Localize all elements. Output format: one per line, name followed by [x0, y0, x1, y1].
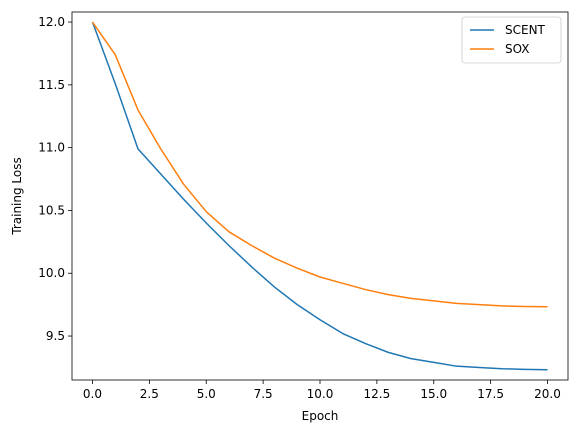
x-tick-label: 7.5: [254, 387, 273, 401]
x-tick-label: 0.0: [83, 387, 102, 401]
x-tick-label: 12.5: [364, 387, 391, 401]
y-axis-label: Training Loss: [10, 157, 24, 235]
x-tick-label: 20.0: [534, 387, 561, 401]
series-line-scent: [91, 21, 548, 371]
legend-box: [461, 16, 562, 64]
series-layer: [91, 21, 548, 371]
legend-label-scent: SCENT: [505, 23, 546, 37]
y-tick-label: 11.0: [38, 141, 65, 155]
y-tick-label: 10.0: [38, 266, 65, 280]
x-tick-label: 2.5: [140, 387, 159, 401]
x-axis-label: Epoch: [302, 409, 339, 423]
y-tick-label: 10.5: [38, 203, 65, 217]
x-ticks: 0.0 2.5 5.0 7.5 10.0 12.5 15.0 17.5 20.0: [83, 380, 561, 401]
x-tick-label: 5.0: [197, 387, 216, 401]
legend: SCENT SOX: [461, 16, 562, 64]
x-tick-label: 17.5: [477, 387, 504, 401]
plot-background: [72, 12, 568, 380]
y-tick-label: 9.5: [46, 329, 65, 343]
y-tick-label: 11.5: [38, 78, 65, 92]
y-tick-label: 12.0: [38, 15, 65, 29]
legend-label-sox: SOX: [505, 42, 530, 56]
series-line-sox: [91, 21, 548, 308]
x-tick-label: 15.0: [420, 387, 447, 401]
x-tick-label: 10.0: [307, 387, 334, 401]
plot-frame: [71, 11, 569, 381]
y-ticks: 9.5 10.0 10.5 11.0 11.5 12.0: [38, 15, 72, 343]
